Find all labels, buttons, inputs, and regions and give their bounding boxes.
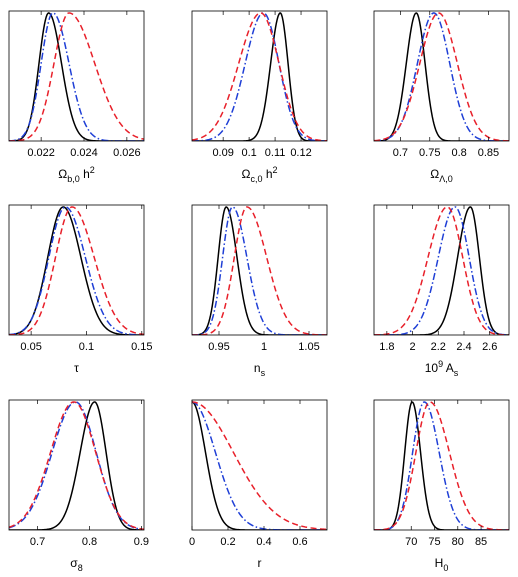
axes-frame xyxy=(373,204,510,336)
series-curve-red xyxy=(374,12,509,141)
series-curve-black xyxy=(192,401,327,530)
posterior-panel-2: 0.09 0.1 0.11 0.12 Ωc,0 h2 xyxy=(191,10,328,184)
x-tick-label: 75 xyxy=(428,536,440,548)
x-axis-label: ΩΛ,0 xyxy=(430,167,453,184)
x-tick-label: 0 xyxy=(189,536,195,548)
x-axis-label: r xyxy=(258,556,262,570)
x-tick-label: 0.85 xyxy=(478,147,499,159)
series-curve-red xyxy=(9,12,144,141)
x-tick-label: 2.6 xyxy=(482,341,497,353)
series-curve-blue xyxy=(9,12,144,141)
axes-frame xyxy=(8,399,145,531)
x-tick-label: 0.022 xyxy=(27,147,55,159)
posterior-panel-8: 0 0.2 0.4 0.6 r xyxy=(189,399,328,570)
x-tick-label: 85 xyxy=(475,536,487,548)
series-curve-blue xyxy=(374,12,509,141)
x-tick-label: 0.95 xyxy=(208,341,229,353)
axes-frame xyxy=(191,10,328,142)
series-curve-blue xyxy=(192,206,327,335)
x-axis-label: σ8 xyxy=(70,556,82,573)
axes-frame xyxy=(191,399,328,531)
x-tick-label: 0.1 xyxy=(241,147,256,159)
series-curve-red xyxy=(374,401,509,530)
x-axis-label: H0 xyxy=(435,556,449,573)
x-tick-label: 0.6 xyxy=(292,536,307,548)
x-tick-label: 0.4 xyxy=(256,536,271,548)
x-tick-label: 1.8 xyxy=(379,341,394,353)
x-tick-label: 0.2 xyxy=(220,536,235,548)
axes-frame xyxy=(373,399,510,531)
posterior-panel-3: 0.7 0.75 0.8 0.85 ΩΛ,0 xyxy=(373,10,510,184)
series-curve-black xyxy=(192,12,327,141)
series-curve-black xyxy=(9,206,144,335)
x-tick-label: 70 xyxy=(405,536,417,548)
x-tick-label: 0.9 xyxy=(134,536,149,548)
axes-frame xyxy=(8,10,145,142)
posterior-panel-1: 0.022 0.024 0.026 Ωb,0 h2 xyxy=(8,10,145,184)
series-curve-blue xyxy=(9,401,144,530)
posterior-panel-5: 0.95 1 1.05 ns xyxy=(191,204,328,378)
x-tick-label: 0.8 xyxy=(82,536,97,548)
posterior-panel-6: 1.8 2 2.2 2.4 2.6 109 As xyxy=(373,204,510,378)
x-tick-label: 2 xyxy=(410,341,416,353)
x-tick-label: 0.1 xyxy=(79,341,94,353)
posterior-panel-7: 0.7 0.8 0.9 σ8 xyxy=(8,399,149,573)
series-curve-red xyxy=(192,12,327,141)
series-curve-red xyxy=(192,206,327,335)
series-curve-black xyxy=(9,12,144,141)
posterior-panel-4: 0.05 0.1 0.15 τ xyxy=(8,204,152,375)
x-axis-label: ns xyxy=(254,361,266,378)
x-tick-label: 0.7 xyxy=(30,536,45,548)
series-curve-black xyxy=(374,12,509,141)
series-curve-red xyxy=(9,206,144,335)
x-axis-label: 109 As xyxy=(425,359,459,378)
x-tick-label: 80 xyxy=(452,536,464,548)
x-axis-label: τ xyxy=(74,361,79,375)
axes-frame xyxy=(191,204,328,336)
x-tick-label: 0.11 xyxy=(265,147,286,159)
x-axis-label: Ωb,0 h2 xyxy=(58,165,95,184)
x-tick-label: 0.024 xyxy=(70,147,98,159)
x-tick-label: 2.4 xyxy=(456,341,471,353)
series-curve-black xyxy=(374,206,509,335)
series-curve-blue xyxy=(192,401,327,530)
series-curve-red xyxy=(374,206,509,335)
x-tick-label: 0.026 xyxy=(113,147,141,159)
series-curve-blue xyxy=(9,206,144,335)
series-curve-blue xyxy=(374,206,509,335)
series-curve-black xyxy=(192,206,327,335)
posterior-panel-9: 70 75 80 85 H0 xyxy=(373,399,510,573)
x-tick-label: 0.09 xyxy=(212,147,233,159)
series-curve-blue xyxy=(192,12,327,141)
x-tick-label: 0.75 xyxy=(419,147,440,159)
x-tick-label: 0.05 xyxy=(20,341,41,353)
x-tick-label: 0.8 xyxy=(451,147,466,159)
x-tick-label: 2.2 xyxy=(431,341,446,353)
x-tick-label: 0.15 xyxy=(131,341,152,353)
x-tick-label: 0.7 xyxy=(393,147,408,159)
x-axis-label: Ωc,0 h2 xyxy=(241,165,277,184)
axes-frame xyxy=(8,204,145,336)
x-tick-label: 1 xyxy=(261,341,267,353)
x-tick-label: 1.05 xyxy=(298,341,319,353)
series-curve-red xyxy=(9,401,144,530)
x-tick-label: 0.12 xyxy=(290,147,311,159)
series-curve-red xyxy=(192,401,327,530)
axes-frame xyxy=(373,10,510,142)
